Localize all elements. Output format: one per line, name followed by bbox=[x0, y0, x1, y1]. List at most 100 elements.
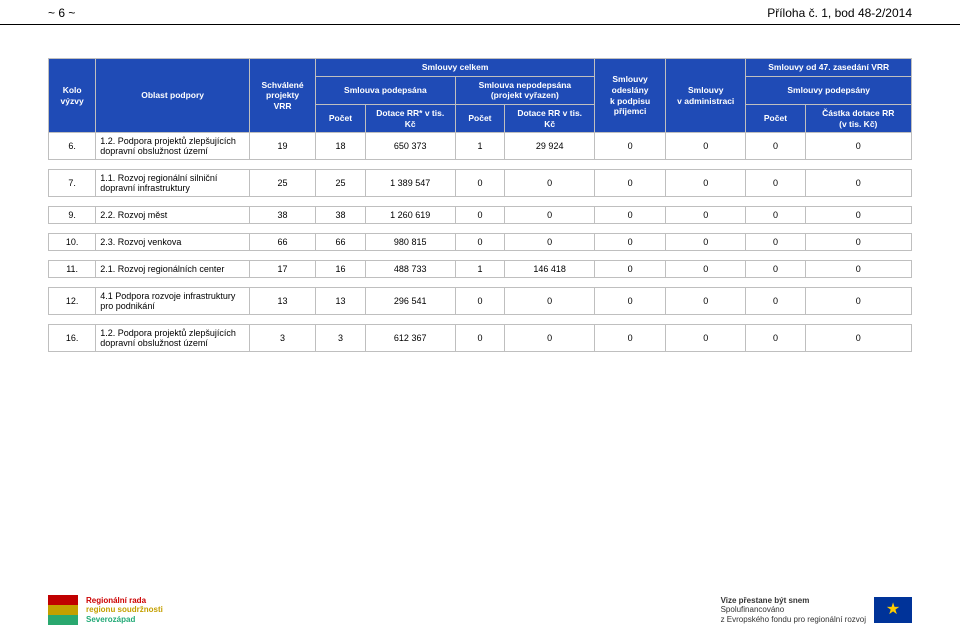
table-row: 10.2.3. Rozvoj venkova6666980 815000000 bbox=[49, 234, 912, 251]
th-vrr: SchválenéprojektyVRR bbox=[249, 59, 315, 133]
cell-cast: 0 bbox=[805, 288, 911, 315]
contracts-table-wrap: Kolovýzvy Oblast podpory Schválenéprojek… bbox=[48, 58, 912, 352]
cell-d1: 488 733 bbox=[365, 261, 455, 278]
cell-p3: 0 bbox=[746, 325, 805, 352]
table-row: 11.2.1. Rozvoj regionálních center171648… bbox=[49, 261, 912, 278]
th-pocet-3: Počet bbox=[746, 104, 805, 132]
page-number: ~ 6 ~ bbox=[48, 6, 75, 20]
footer-left-line3: Severozápad bbox=[86, 615, 135, 624]
page-title: Příloha č. 1, bod 48-2/2014 bbox=[767, 6, 912, 20]
cell-vrr: 25 bbox=[249, 170, 315, 197]
cell-d1: 980 815 bbox=[365, 234, 455, 251]
cell-oblast: 4.1 Podpora rozvoje infrastruktury pro p… bbox=[96, 288, 250, 315]
cell-kolo: 7. bbox=[49, 170, 96, 197]
th-castka: Částka dotace RR(v tis. Kč) bbox=[805, 104, 911, 132]
cell-oblast: 2.1. Rozvoj regionálních center bbox=[96, 261, 250, 278]
cell-oblast: 1.1. Rozvoj regionální silniční dopravní… bbox=[96, 170, 250, 197]
cell-p1: 66 bbox=[316, 234, 366, 251]
cell-d2: 146 418 bbox=[505, 261, 595, 278]
gap-row bbox=[49, 251, 912, 261]
footer-right-line1: Vize přestane být snem bbox=[721, 596, 810, 605]
cell-cast: 0 bbox=[805, 133, 911, 160]
cell-p3: 0 bbox=[746, 133, 805, 160]
th-admin: Smlouvyv administraci bbox=[666, 59, 746, 133]
contracts-table: Kolovýzvy Oblast podpory Schválenéprojek… bbox=[48, 58, 912, 352]
cell-cast: 0 bbox=[805, 261, 911, 278]
th-oblast: Oblast podpory bbox=[96, 59, 250, 133]
cell-d2: 0 bbox=[505, 234, 595, 251]
footer-right: Vize přestane být snem Spolufinancováno … bbox=[721, 596, 912, 624]
cell-vrr: 3 bbox=[249, 325, 315, 352]
th-pocet-2: Počet bbox=[455, 104, 505, 132]
cell-d2: 0 bbox=[505, 325, 595, 352]
cell-d1: 296 541 bbox=[365, 288, 455, 315]
cell-p1: 13 bbox=[316, 288, 366, 315]
footer-left-line2: regionu soudržnosti bbox=[86, 605, 163, 614]
cell-vrr: 13 bbox=[249, 288, 315, 315]
cell-p1: 3 bbox=[316, 325, 366, 352]
table-row: 7.1.1. Rozvoj regionální silniční doprav… bbox=[49, 170, 912, 197]
eu-flag-icon: ★ bbox=[874, 597, 912, 623]
region-logo-icon bbox=[48, 595, 78, 625]
th-dotace: Dotace RR v tis.Kč bbox=[505, 104, 595, 132]
cell-odes: 0 bbox=[595, 170, 666, 197]
table-row: 9.2.2. Rozvoj měst38381 260 619000000 bbox=[49, 207, 912, 224]
cell-admin: 0 bbox=[666, 261, 746, 278]
gap-cell bbox=[49, 251, 912, 261]
cell-d2: 0 bbox=[505, 207, 595, 224]
cell-oblast: 2.2. Rozvoj měst bbox=[96, 207, 250, 224]
footer-left-line1: Regionální rada bbox=[86, 596, 146, 605]
cell-vrr: 19 bbox=[249, 133, 315, 160]
cell-p3: 0 bbox=[746, 207, 805, 224]
th-od47: Smlouvy od 47. zasedání VRR bbox=[746, 59, 912, 77]
th-nepodepsana: Smlouva nepodepsána(projekt vyřazen) bbox=[455, 76, 594, 104]
cell-p3: 0 bbox=[746, 170, 805, 197]
cell-p2: 0 bbox=[455, 234, 505, 251]
gap-row bbox=[49, 224, 912, 234]
cell-cast: 0 bbox=[805, 234, 911, 251]
cell-p2: 0 bbox=[455, 325, 505, 352]
table-row: 12.4.1 Podpora rozvoje infrastruktury pr… bbox=[49, 288, 912, 315]
region-text: Regionální rada regionu soudržnosti Seve… bbox=[86, 596, 163, 624]
cell-admin: 0 bbox=[666, 170, 746, 197]
cell-admin: 0 bbox=[666, 234, 746, 251]
cell-admin: 0 bbox=[666, 133, 746, 160]
cell-odes: 0 bbox=[595, 207, 666, 224]
cell-oblast: 1.2. Podpora projektů zlepšujících dopra… bbox=[96, 133, 250, 160]
eu-text: Vize přestane být snem Spolufinancováno … bbox=[721, 596, 866, 624]
cell-admin: 0 bbox=[666, 288, 746, 315]
cell-odes: 0 bbox=[595, 325, 666, 352]
cell-p1: 16 bbox=[316, 261, 366, 278]
cell-admin: 0 bbox=[666, 207, 746, 224]
cell-p2: 0 bbox=[455, 207, 505, 224]
cell-p2: 1 bbox=[455, 133, 505, 160]
footer-right-line3: z Evropského fondu pro regionální rozvoj bbox=[721, 615, 866, 624]
cell-p2: 1 bbox=[455, 261, 505, 278]
cell-kolo: 12. bbox=[49, 288, 96, 315]
cell-kolo: 6. bbox=[49, 133, 96, 160]
cell-oblast: 1.2. Podpora projektů zlepšujících dopra… bbox=[96, 325, 250, 352]
table-row: 16.1.2. Podpora projektů zlepšujících do… bbox=[49, 325, 912, 352]
gap-cell bbox=[49, 160, 912, 170]
cell-p3: 0 bbox=[746, 261, 805, 278]
cell-p1: 25 bbox=[316, 170, 366, 197]
cell-odes: 0 bbox=[595, 133, 666, 160]
th-kolo: Kolovýzvy bbox=[49, 59, 96, 133]
gap-row bbox=[49, 197, 912, 207]
gap-cell bbox=[49, 315, 912, 325]
cell-kolo: 11. bbox=[49, 261, 96, 278]
th-dotace-star: Dotace RR* v tis.Kč bbox=[365, 104, 455, 132]
th-odeslany: Smlouvyodeslányk podpisupříjemci bbox=[595, 59, 666, 133]
gap-cell bbox=[49, 278, 912, 288]
th-podepsana: Smlouva podepsána bbox=[316, 76, 455, 104]
cell-cast: 0 bbox=[805, 207, 911, 224]
cell-p3: 0 bbox=[746, 234, 805, 251]
header-rule bbox=[0, 24, 960, 25]
cell-d1: 1 260 619 bbox=[365, 207, 455, 224]
cell-vrr: 17 bbox=[249, 261, 315, 278]
cell-d1: 1 389 547 bbox=[365, 170, 455, 197]
cell-vrr: 38 bbox=[249, 207, 315, 224]
gap-row bbox=[49, 160, 912, 170]
cell-vrr: 66 bbox=[249, 234, 315, 251]
page-footer: Regionální rada regionu soudržnosti Seve… bbox=[48, 595, 912, 625]
